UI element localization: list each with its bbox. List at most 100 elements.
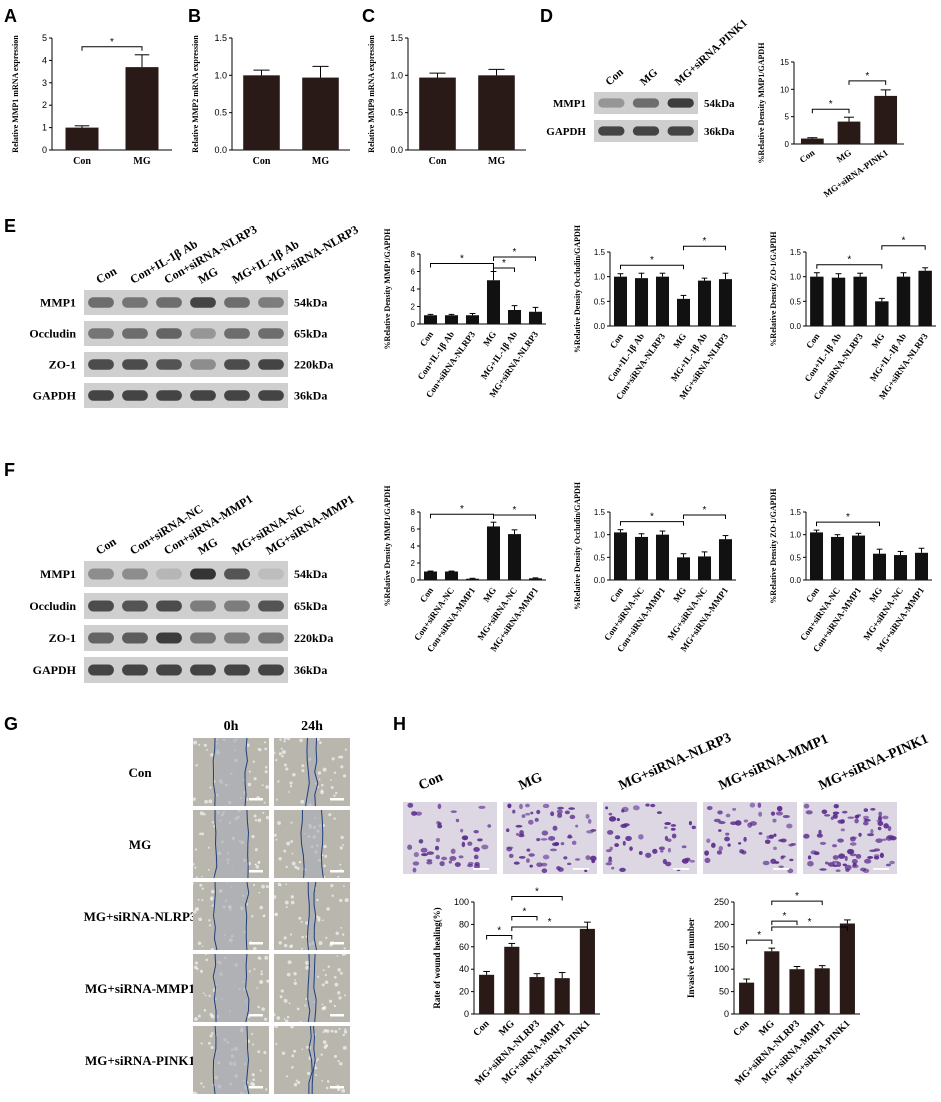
y-tick-label: 5	[785, 113, 790, 122]
y-axis-label: Relative MMP2 mRNA expression	[191, 35, 200, 153]
cell-speck	[261, 1007, 266, 1012]
significance-star: *	[703, 505, 707, 516]
bar	[634, 536, 649, 580]
significance-bracket	[771, 920, 798, 926]
bar	[554, 978, 570, 1014]
y-tick-label: 0.0	[594, 322, 606, 331]
stained-cell	[605, 862, 613, 866]
stained-cell	[739, 849, 745, 854]
panel-letter-b: B	[188, 6, 201, 26]
cell-speck	[315, 1059, 319, 1062]
stained-cell	[816, 833, 823, 838]
wound-edge-line	[313, 881, 318, 951]
cell-speck	[328, 999, 333, 1003]
cell-speck	[297, 1080, 301, 1085]
cell-speck	[301, 1048, 304, 1050]
stained-cell	[656, 811, 662, 815]
cell-speck	[292, 772, 296, 777]
protein-band	[224, 568, 250, 580]
stained-cell	[724, 836, 730, 842]
scale-bar	[773, 868, 789, 870]
cell-speck	[204, 994, 207, 997]
stained-cell	[778, 839, 783, 842]
cell-speck	[283, 936, 287, 940]
significance-star: *	[502, 258, 506, 269]
stained-cell	[734, 820, 742, 826]
cell-speck	[283, 736, 287, 740]
protein-band	[88, 359, 114, 370]
cell-speck	[194, 866, 197, 869]
cell-speck	[201, 899, 204, 902]
blot-row-label: MMP1	[40, 296, 76, 310]
lane-label: Con	[94, 264, 120, 287]
stained-cell	[762, 860, 770, 866]
stained-cell	[625, 835, 632, 842]
stained-cell	[803, 833, 810, 839]
cell-speck	[333, 817, 336, 820]
cell-speck	[337, 991, 341, 995]
cell-speck	[339, 1062, 343, 1066]
cell-speck	[327, 965, 331, 969]
stained-cell	[412, 861, 420, 866]
stained-cell	[426, 861, 433, 865]
y-tick-label: 0.5	[390, 108, 403, 118]
stained-cell	[840, 828, 845, 832]
blot-row-label: MMP1	[553, 98, 586, 110]
cell-speck	[203, 1009, 207, 1012]
cell-speck	[337, 875, 340, 878]
significance-bracket	[511, 895, 563, 901]
stained-cell	[540, 838, 548, 841]
y-tick-label: 100	[714, 964, 729, 974]
protein-band	[88, 568, 114, 580]
cell-speck	[343, 1030, 348, 1034]
significance-star: *	[847, 255, 851, 266]
cell-speck	[322, 1005, 327, 1010]
cell-speck	[211, 1032, 214, 1035]
significance-bracket	[493, 267, 515, 272]
bar	[529, 977, 545, 1014]
bar	[528, 578, 543, 580]
stained-cell	[773, 846, 777, 850]
cell-speck	[199, 883, 203, 887]
micrograph-layer: 0h 24hConMGMG+siRNA-NLRP3MG+siRNA-MMP1MG+…	[84, 719, 931, 1096]
x-tick-label: Con	[731, 1018, 752, 1039]
stained-cell	[664, 835, 669, 841]
y-tick-label: 2	[411, 559, 416, 568]
bar	[479, 974, 495, 1014]
stained-cell	[525, 812, 531, 816]
stained-cell	[870, 807, 876, 811]
protein-band	[122, 359, 148, 370]
stained-cell	[557, 806, 564, 810]
x-tick-label: Con	[418, 329, 435, 348]
y-tick-label: 20	[459, 987, 469, 997]
cell-speck	[284, 1019, 289, 1024]
cell-speck	[211, 904, 214, 907]
stained-cell	[528, 853, 535, 857]
cell-speck	[299, 1020, 302, 1024]
cell-speck	[247, 782, 252, 787]
wound-micrograph	[273, 809, 350, 880]
wound-gap	[308, 882, 316, 950]
cell-speck	[317, 975, 320, 978]
stained-cell	[542, 854, 550, 860]
protein-band	[258, 390, 284, 401]
cell-speck	[321, 783, 324, 787]
stained-cell	[611, 866, 615, 870]
cell-speck	[275, 798, 278, 801]
significance-bracket	[511, 926, 588, 931]
cell-speck	[265, 885, 269, 889]
cell-speck	[325, 1086, 329, 1090]
cell-speck	[314, 1066, 318, 1070]
chart-e3: 0.0 0.5 1.0 1.5 %Relative Density ZO-1/GAPDH…	[769, 231, 936, 402]
stained-cell	[855, 853, 862, 859]
stained-cell	[528, 819, 534, 825]
significance-bracket	[771, 926, 848, 931]
cell-speck	[208, 924, 212, 927]
y-tick-label: 0.5	[594, 297, 606, 306]
cell-speck	[261, 784, 264, 787]
stained-cell	[832, 811, 840, 815]
molecular-weight-label: 65kDa	[294, 327, 327, 341]
wound-edge-line	[320, 809, 324, 879]
cell-speck	[318, 941, 323, 946]
